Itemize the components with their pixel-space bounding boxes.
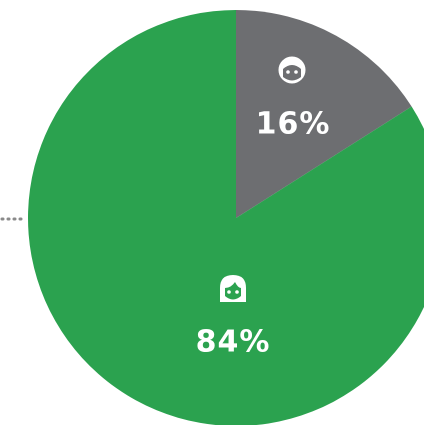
value-label: 16% (256, 107, 331, 142)
boy-icon (278, 56, 306, 84)
value-label: 84% (196, 325, 271, 360)
pie-slice (28, 10, 424, 425)
labels: 16% 84% (196, 107, 331, 360)
slices (28, 10, 424, 425)
girl-icon (220, 275, 246, 302)
pie-slice (236, 10, 412, 218)
